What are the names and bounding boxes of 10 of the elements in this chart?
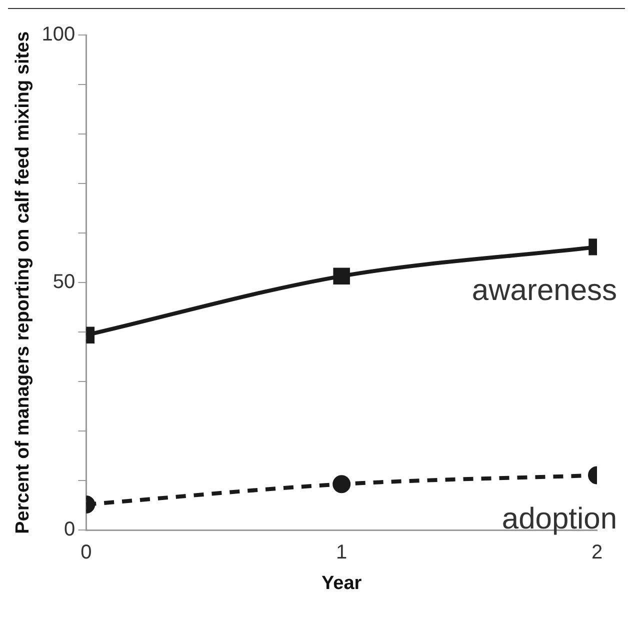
y-tick-label: 0 [64, 518, 76, 541]
y-tick-label: 100 [42, 24, 76, 46]
x-tick-label: 2 [591, 542, 603, 564]
series-label: adoption [502, 502, 617, 536]
x-tick-label: 1 [336, 542, 348, 564]
y-tick-label: 50 [52, 271, 76, 294]
x-axis-title: Year [322, 572, 362, 594]
x-tick-label: 0 [80, 542, 92, 564]
series-label: awareness [472, 274, 617, 308]
y-axis-title: Percent of managers reporting on calf feed mixing sites [12, 31, 34, 534]
